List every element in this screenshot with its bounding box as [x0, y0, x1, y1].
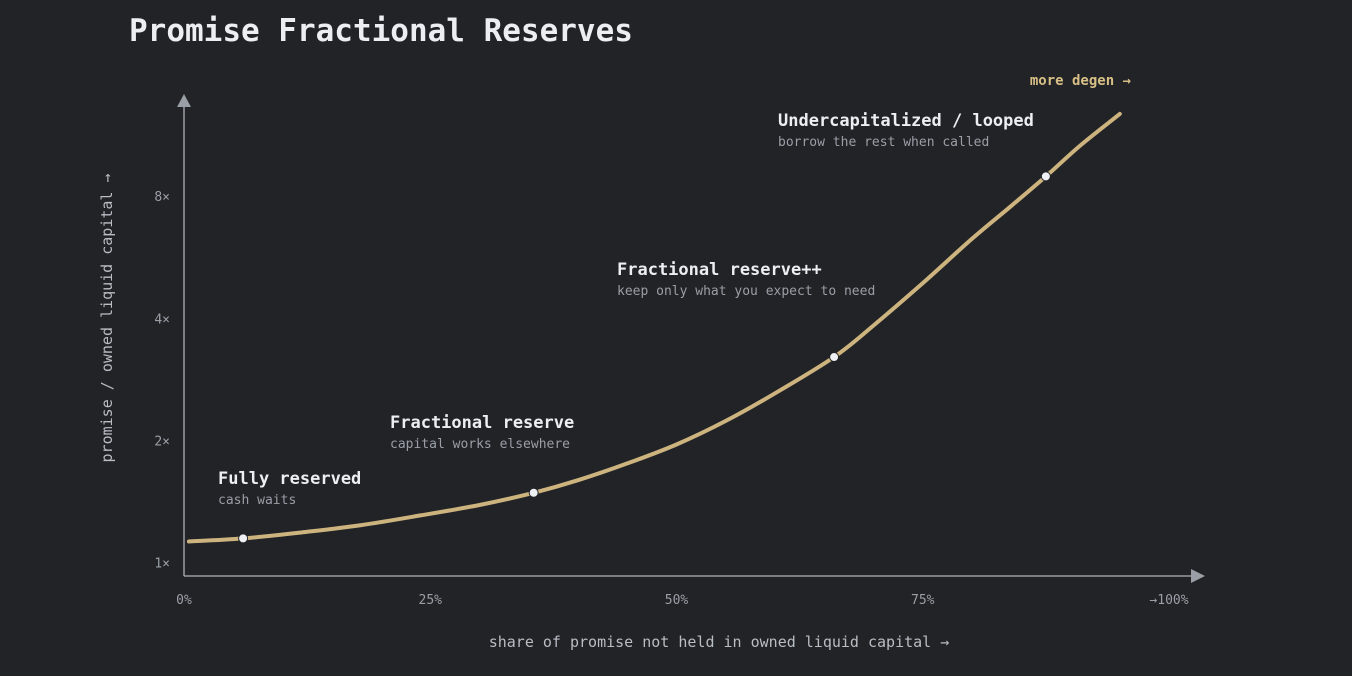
annotations: Fully reserved cash waits Fractional res…	[218, 111, 1034, 508]
y-axis-arrow	[177, 94, 191, 107]
data-points	[238, 171, 1051, 544]
y-ticks: 1× 2× 4× 8×	[154, 190, 170, 571]
data-point	[528, 487, 539, 498]
annotation-fully-reserved-title: Fully reserved	[218, 469, 361, 489]
x-tick-label: 25%	[419, 593, 443, 608]
annotation-undercapitalized-subtitle: borrow the rest when called	[778, 135, 989, 150]
y-tick-label: 4×	[154, 312, 170, 327]
annotation-fractional-reserve-plus-title: Fractional reserve++	[617, 260, 822, 280]
y-tick-label: 8×	[154, 190, 170, 205]
data-point	[1040, 171, 1051, 182]
annotation-fractional-reserve-subtitle: capital works elsewhere	[390, 437, 570, 452]
y-tick-label: 1×	[154, 557, 170, 572]
annotation-undercapitalized-title: Undercapitalized / looped	[778, 111, 1034, 131]
more-degen-label: more degen →	[1030, 73, 1131, 89]
annotation-fully-reserved-subtitle: cash waits	[218, 493, 296, 508]
x-axis-arrow	[1191, 569, 1205, 583]
annotation-fractional-reserve-title: Fractional reserve	[390, 413, 574, 433]
x-ticks: 0% 25% 50% 75% →100%	[176, 593, 1189, 608]
x-tick-label: 50%	[665, 593, 689, 608]
x-tick-label: →100%	[1149, 593, 1188, 608]
data-point	[238, 533, 249, 544]
data-point	[829, 352, 840, 363]
series-line	[186, 111, 1122, 544]
y-axis-label: promise / owned liquid capital →	[98, 174, 116, 463]
axes	[177, 94, 1205, 583]
x-axis-label: share of promise not held in owned liqui…	[489, 633, 950, 651]
x-tick-label: 0%	[176, 593, 192, 608]
chart-title: Promise Fractional Reserves	[129, 13, 633, 49]
y-tick-label: 2×	[154, 434, 170, 449]
annotation-fractional-reserve-plus-subtitle: keep only what you expect to need	[617, 284, 875, 299]
x-tick-label: 75%	[911, 593, 935, 608]
